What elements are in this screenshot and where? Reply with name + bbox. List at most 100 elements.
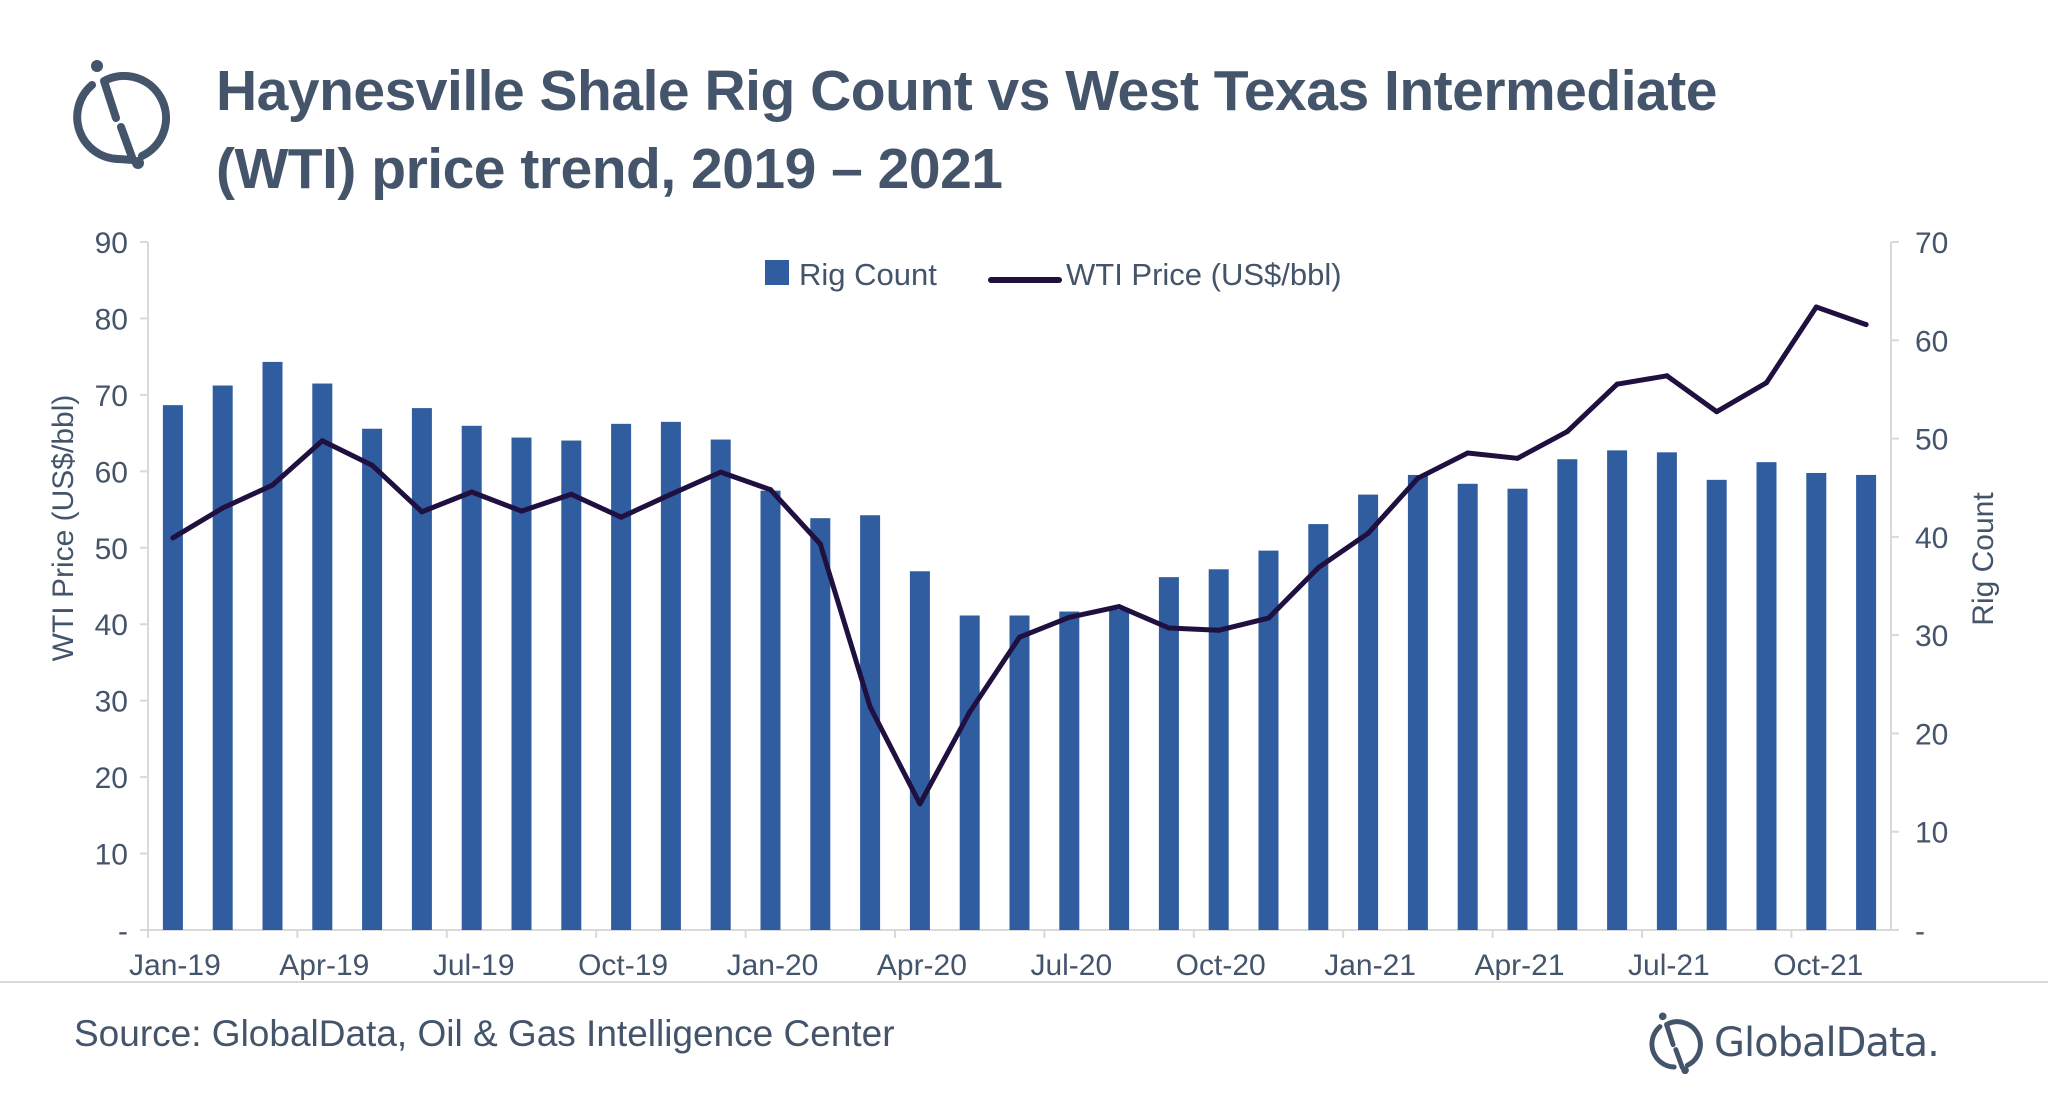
point-wti-Aug-20 bbox=[1116, 604, 1122, 610]
legend-rig-count-swatch bbox=[765, 260, 789, 285]
y-left-tick-label: 60 bbox=[95, 456, 128, 489]
footer-divider bbox=[0, 981, 2048, 983]
bar-rig-count-Oct-19 bbox=[611, 423, 632, 930]
point-wti-Sep-21 bbox=[1764, 380, 1769, 386]
bar-rig-count-Feb-20 bbox=[810, 518, 831, 930]
point-wti-Jul-19 bbox=[469, 489, 475, 495]
point-wti-May-20 bbox=[967, 709, 973, 715]
bar-rig-count-Aug-20 bbox=[1109, 609, 1130, 930]
point-wti-Apr-21 bbox=[1515, 455, 1520, 461]
point-wti-Jan-21 bbox=[1365, 530, 1371, 536]
bar-rig-count-Jan-19 bbox=[162, 405, 183, 930]
bar-rig-count-Dec-19 bbox=[710, 439, 731, 930]
legend: Rig Count WTI Price (US$/bbl) bbox=[765, 257, 1342, 292]
x-tick-label: Jan-21 bbox=[1324, 949, 1416, 980]
bar-rig-count-Jun-21 bbox=[1607, 450, 1628, 930]
x-tick-label: Jul-19 bbox=[433, 949, 515, 980]
point-wti-Apr-19 bbox=[319, 438, 325, 444]
bar-rig-count-Jun-20 bbox=[1009, 615, 1030, 930]
bar-rig-count-Aug-21 bbox=[1706, 479, 1727, 930]
point-wti-Jan-19 bbox=[170, 535, 176, 541]
bar-rig-count-Feb-19 bbox=[212, 385, 233, 930]
y-left-tick-label: 20 bbox=[95, 762, 128, 795]
legend-rig-count-label: Rig Count bbox=[799, 257, 937, 292]
point-wti-Jun-20 bbox=[1017, 634, 1022, 640]
y-left-tick-label: 10 bbox=[95, 839, 128, 872]
x-tick-label: Apr-20 bbox=[877, 949, 967, 980]
globaldata-brand: GlobalData. bbox=[1648, 1010, 1940, 1076]
bar-rig-count-Apr-19 bbox=[312, 383, 333, 930]
bar-rig-count-Mar-19 bbox=[262, 361, 283, 930]
point-wti-Oct-19 bbox=[618, 514, 624, 520]
x-tick-label: Oct-19 bbox=[578, 949, 668, 980]
bar-rig-count-Oct-20 bbox=[1208, 569, 1229, 930]
bar-rig-count-Mar-21 bbox=[1457, 483, 1478, 930]
title-line-1: Haynesville Shale Rig Count vs West Texa… bbox=[216, 59, 1717, 123]
y-left-tick-label: 90 bbox=[95, 227, 128, 260]
point-wti-Nov-21 bbox=[1863, 322, 1869, 328]
point-wti-Nov-20 bbox=[1266, 615, 1271, 621]
bar-rig-count-Jan-21 bbox=[1358, 494, 1379, 930]
point-wti-Aug-21 bbox=[1714, 409, 1720, 415]
point-wti-Sep-20 bbox=[1166, 625, 1172, 631]
bar-rig-count-Apr-20 bbox=[909, 571, 930, 930]
x-tick-label: Oct-20 bbox=[1176, 949, 1266, 980]
y-axis-right-title: Rig Count bbox=[1967, 492, 2000, 626]
bar-rig-count-Aug-19 bbox=[511, 437, 532, 930]
point-wti-Apr-20 bbox=[917, 801, 923, 807]
bar-rig-count-May-19 bbox=[362, 428, 383, 930]
y-right-tick-label: 30 bbox=[1915, 620, 1948, 653]
wti-points bbox=[170, 304, 1869, 807]
y-left-tick-label: 50 bbox=[95, 533, 128, 566]
point-wti-Aug-19 bbox=[519, 508, 524, 514]
point-wti-May-21 bbox=[1564, 429, 1570, 435]
point-wti-Jul-20 bbox=[1066, 614, 1072, 620]
bar-rig-count-Nov-19 bbox=[660, 421, 681, 930]
point-wti-Oct-20 bbox=[1216, 627, 1222, 633]
y-right-tick-label: 50 bbox=[1915, 424, 1948, 457]
point-wti-May-19 bbox=[369, 462, 375, 468]
y-right-tick-label: 70 bbox=[1915, 227, 1948, 260]
point-wti-Feb-19 bbox=[220, 505, 226, 511]
bar-rig-count-Mar-20 bbox=[860, 515, 881, 930]
x-tick-label: Jan-19 bbox=[129, 949, 221, 980]
bar-rig-count-Jul-21 bbox=[1656, 452, 1677, 930]
x-tick-label: Jul-20 bbox=[1030, 949, 1112, 980]
globaldata-logo-icon bbox=[73, 60, 171, 169]
y-right-tick-label: 20 bbox=[1915, 718, 1948, 751]
point-wti-Mar-19 bbox=[270, 482, 275, 488]
bar-rig-count-Nov-20 bbox=[1258, 550, 1279, 930]
bar-rig-count-Jul-19 bbox=[461, 425, 482, 930]
bar-rig-count-Sep-19 bbox=[561, 440, 582, 930]
x-tick-label: Apr-19 bbox=[279, 949, 369, 980]
legend-wti-label: WTI Price (US$/bbl) bbox=[1066, 257, 1342, 292]
y-right-tick-label: 40 bbox=[1915, 522, 1948, 555]
bar-rig-count-Jul-20 bbox=[1059, 611, 1080, 930]
x-tick-label: Apr-21 bbox=[1474, 949, 1564, 980]
point-wti-Dec-19 bbox=[718, 469, 724, 475]
axis-labels: - 10 20 30 40 50 60 70 80 90 - 10 20 30 40 50 60 70 Jan-19… bbox=[95, 227, 1949, 980]
source-note: Source: GlobalData, Oil & Gas Intelligen… bbox=[74, 1013, 895, 1054]
title-line-2: (WTI) price trend, 2019 – 2021 bbox=[216, 137, 1003, 201]
bar-rig-count-Sep-20 bbox=[1158, 577, 1179, 930]
point-wti-Oct-21 bbox=[1813, 304, 1819, 310]
point-wti-Feb-20 bbox=[817, 541, 823, 547]
y-axis-left-title: WTI Price (US$/bbl) bbox=[47, 395, 80, 662]
point-wti-Jun-21 bbox=[1614, 381, 1620, 387]
y-left-tick-label: 40 bbox=[95, 609, 128, 642]
chart-title: Haynesville Shale Rig Count vs West Texa… bbox=[216, 52, 2016, 208]
point-wti-Mar-20 bbox=[867, 704, 873, 710]
point-wti-Jul-21 bbox=[1664, 373, 1670, 379]
x-tick-label: Jul-21 bbox=[1628, 949, 1710, 980]
bar-rig-count-Apr-21 bbox=[1507, 488, 1528, 930]
point-wti-Jan-20 bbox=[768, 487, 773, 493]
bar-rig-count-Nov-21 bbox=[1856, 474, 1877, 930]
y-left-tick-label: 70 bbox=[95, 380, 128, 413]
bar-rig-count-Dec-20 bbox=[1308, 524, 1329, 930]
y-right-tick-label: - bbox=[1915, 915, 1925, 948]
bar-rig-count-Sep-21 bbox=[1756, 462, 1777, 930]
bar-rig-count-May-20 bbox=[959, 615, 980, 930]
y-right-tick-label: 10 bbox=[1915, 817, 1948, 850]
bar-rig-count-Jan-20 bbox=[760, 490, 781, 930]
bar-rig-count-Oct-21 bbox=[1806, 472, 1827, 930]
